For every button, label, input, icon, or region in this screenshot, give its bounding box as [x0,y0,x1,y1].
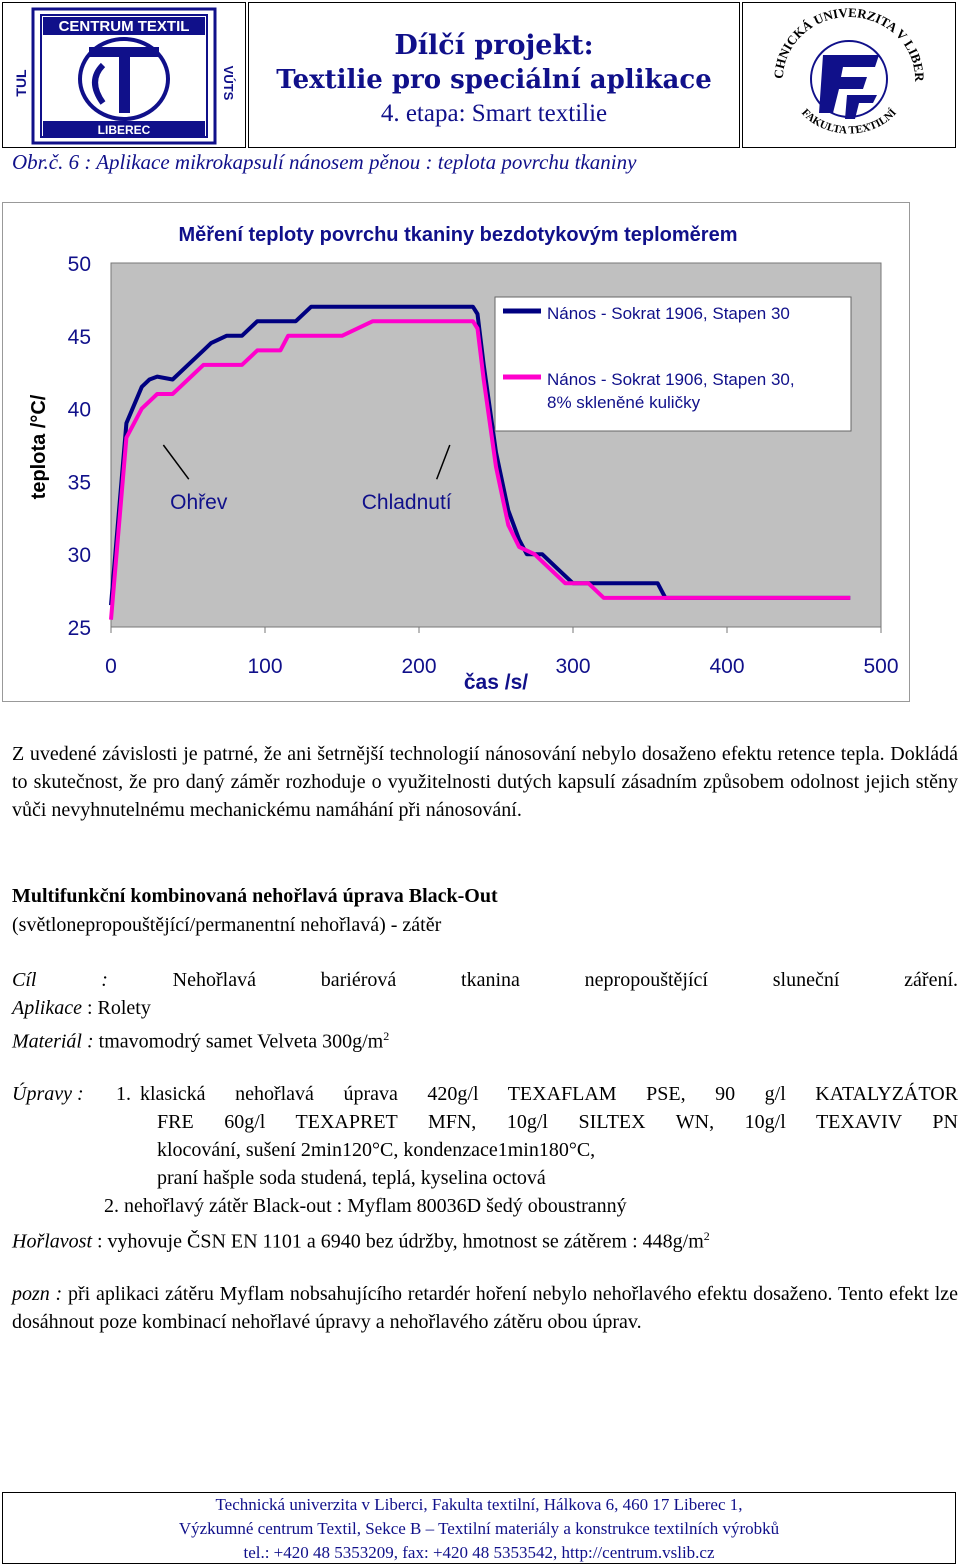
x-tick-label-4: 400 [709,655,744,678]
x-tick-label-1: 100 [247,655,282,678]
centrum-textil-logo: CENTRUM TEXTIL LIBEREC TUL VÚTS [2,2,246,148]
temperature-chart: Měření teploty povrchu tkaniny bezdotyko… [2,202,910,702]
treatment-1-line4: praní hašple soda studená, teplá, kyseli… [157,1167,546,1189]
series-line-1 [109,319,851,620]
y-tick-label-3: 40 [68,399,91,422]
project-label: Dílčí projekt: [394,30,594,61]
chart-legend: Nános - Sokrat 1906, Stapen 30 Nános - So… [494,296,852,432]
application-label: Aplikace [12,997,82,1019]
logo-side-right: VÚTS [221,66,236,101]
treatments-block: Úpravy : 1. klasická nehořlavá úprava 42… [12,1080,958,1220]
y-tick-label-1: 30 [68,544,91,567]
legend-label-1: Nános - Sokrat 1906, Stapen 30, 8% skleně… [547,370,795,412]
page-footer: Technická univerzita v Liberci, Fakulta … [2,1492,956,1564]
material-label: Materiál : [12,1030,94,1053]
x-tick-label-3: 300 [555,655,590,678]
application-line: Aplikace : Rolety [12,994,958,1022]
legend-box [494,296,852,432]
series-line-0 [109,304,851,606]
footer-line-1: Technická univerzita v Liberci, Fakulta … [215,1495,743,1514]
treatment-1-line3: klocování, sušení 2min120°C, kondenzace1… [157,1139,596,1161]
y-axis-ticks: 25 30 35 40 45 50 [68,253,91,640]
material-text: tmavomodrý samet Velveta 300g/m [98,1030,384,1053]
project-title: Textilie pro speciální aplikace [276,65,712,95]
header-title-block: Dílčí projekt: Textilie pro speciální ap… [248,2,740,148]
annotation-arrow-0 [162,444,190,480]
footer-line-2: Výzkumné centrum Textil, Sekce B – Texti… [178,1519,780,1538]
legend-label-0: Nános - Sokrat 1906, Stapen 30 [547,304,790,323]
logo-bottom-text: LIBEREC [98,123,151,137]
x-tick-label-5: 500 [863,655,898,678]
section-subheading: (světlonepropouštějící/permanentní nehoř… [12,914,442,936]
x-axis-label: čas /s/ [464,671,528,694]
annotations: Ohřev Chladnutí [162,444,452,514]
y-axis-label: teplota /°C/ [28,394,50,499]
x-tick-label-2: 200 [401,655,436,678]
x-tick-label-0: 0 [105,655,117,678]
annotation-label-0: Ohřev [170,491,228,514]
material-sup: 2 [383,1029,390,1043]
note-text: při aplikaci zátěru Myflam nobsahujícího… [12,1283,959,1333]
treatment-2: 2. nehořlavý zátěr Black-out : Myflam 80… [104,1195,627,1217]
treatments-label: Úpravy : [12,1083,84,1105]
y-tick-label-4: 45 [68,326,91,349]
y-tick-label-5: 50 [68,253,91,276]
flammability-line: Hořlavost : vyhovuje ČSN EN 1101 a 6940 … [12,1222,958,1256]
material-line: Materiál : tmavomodrý samet Velveta 300g… [12,1022,958,1056]
treatment-1-num: 1. [116,1083,131,1105]
annotation-label-1: Chladnutí [362,491,452,514]
chart-canvas: Měření teploty povrchu tkaniny bezdotyko… [28,224,899,694]
section-header: Multifunkční kombinovaná nehořlavá úprav… [12,882,958,940]
section-heading: Multifunkční kombinovaná nehořlavá úprav… [12,885,498,907]
y-tick-label-2: 35 [68,471,91,494]
y-tick-label-0: 25 [68,617,91,640]
goal-text: Nehořlavá bariérová tkanina nepropouštěj… [172,969,958,991]
logo-side-left: TUL [13,69,29,97]
treatment-1-line2: FRE 60g/l TEXAPRET MFN, 10g/l SILTEX WN,… [157,1111,958,1133]
goal-line: Cíl : Nehořlavá bariérová tkanina neprop… [12,966,958,994]
series-lines [109,304,851,620]
paragraph-conclusion: Z uvedené závislosti je patrné, že ani š… [12,743,958,821]
flammability-sup: 2 [703,1229,710,1243]
logo-top-text: CENTRUM TEXTIL [59,18,190,35]
page-header: CENTRUM TEXTIL LIBEREC TUL VÚTS Dílčí pr… [0,0,960,152]
chart-title: Měření teploty povrchu tkaniny bezdotyko… [178,224,737,246]
note-paragraph: pozn : při aplikaci zátěru Myflam nobsah… [12,1280,958,1336]
treatment-1-line1: klasická nehořlavá úprava 420g/l TEXAFLA… [140,1083,958,1105]
note-label: pozn : [12,1283,63,1305]
figure-caption: Obr.č. 6 : Aplikace mikrokapsulí nánosem… [12,150,637,174]
flammability-label: Hořlavost [12,1230,92,1253]
footer-line-3: tel.: +420 48 5353209, fax: +420 48 5353… [243,1543,715,1562]
x-axis-ticks: 0 100 200 300 400 500 [105,627,899,678]
application-text: : Rolety [86,997,151,1019]
project-stage: 4. etapa: Smart textilie [380,100,608,127]
flammability-text: : vyhovuje ČSN EN 1101 a 6940 bez údržby… [97,1230,704,1253]
goal-label: Cíl : [12,969,108,991]
annotation-arrow-1 [435,444,451,480]
tul-ft-logo: TECHNICKÁ UNIVERZITA V LIBERCI FAKULTA T… [738,0,956,148]
